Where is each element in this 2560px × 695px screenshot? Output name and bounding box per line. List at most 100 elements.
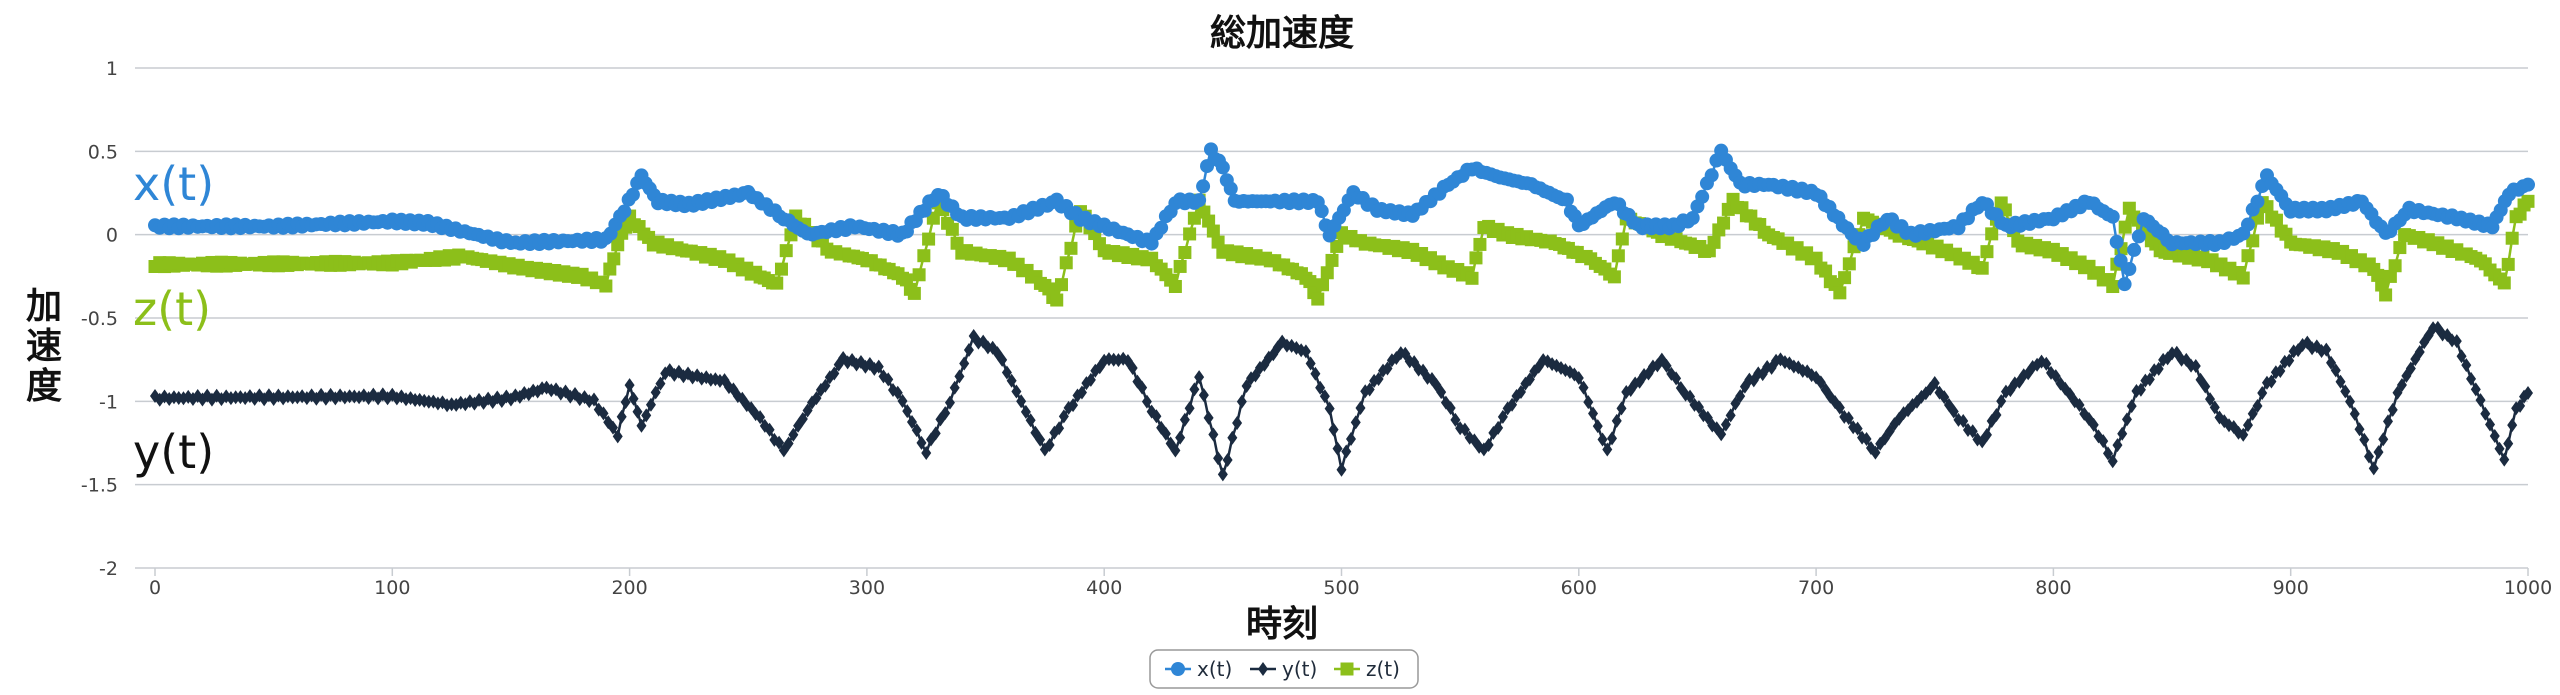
data-point — [945, 222, 959, 236]
data-point — [2135, 382, 2146, 397]
data-point — [954, 369, 965, 384]
data-point — [916, 435, 927, 450]
data-point — [1035, 432, 1046, 447]
legend[interactable]: x(t) y(t) z(t) — [1149, 649, 1419, 689]
legend-item-z(t)[interactable]: z(t) — [1334, 657, 1400, 681]
legend-item-x(t)[interactable]: x(t) — [1165, 657, 1232, 681]
data-point — [811, 391, 822, 406]
x-tick-label: 900 — [2273, 577, 2309, 599]
data-point — [1507, 397, 1518, 412]
data-point — [2105, 209, 2120, 224]
data-point — [1202, 214, 1216, 228]
data-point — [2088, 417, 2099, 432]
data-point — [2364, 449, 2375, 464]
data-point — [2106, 280, 2120, 294]
x-tick-label: 0 — [149, 577, 161, 599]
data-point — [2131, 229, 2146, 244]
data-point — [1948, 404, 1959, 419]
y-tick-label: -1.5 — [81, 475, 118, 497]
data-point — [912, 268, 926, 282]
data-point — [1685, 211, 1700, 226]
y-tick-label: -1 — [99, 391, 118, 413]
data-point — [1025, 413, 1036, 428]
y-tick-label: -0.5 — [81, 308, 118, 330]
data-point — [1068, 398, 1079, 413]
data-point — [892, 385, 903, 400]
data-point — [1222, 452, 1233, 467]
x-tick-label: 300 — [849, 577, 885, 599]
data-point — [873, 359, 884, 374]
data-point — [1336, 462, 1347, 477]
data-point — [1843, 411, 1854, 426]
data-point — [930, 426, 941, 441]
data-point — [632, 404, 643, 419]
data-point — [2109, 234, 2124, 249]
data-point — [1316, 278, 1330, 292]
data-point — [1227, 430, 1238, 445]
data-point — [2499, 452, 2510, 467]
data-point — [2475, 393, 2486, 408]
data-point — [802, 403, 813, 418]
x-tick-label: 1000 — [2504, 577, 2552, 599]
data-point — [1314, 204, 1329, 219]
data-point — [2250, 194, 2265, 209]
data-point — [2382, 414, 2393, 429]
data-point — [1315, 380, 1326, 395]
data-point — [1607, 431, 1618, 446]
data-point — [1493, 420, 1504, 435]
data-point — [2126, 399, 2137, 414]
data-point — [2515, 398, 2526, 413]
legend-marker — [1258, 662, 1268, 676]
data-point — [1465, 271, 1479, 285]
data-point — [2246, 234, 2260, 248]
data-point — [1588, 406, 1599, 421]
data-point — [1497, 409, 1508, 424]
data-point — [1592, 419, 1603, 434]
data-point — [1324, 401, 1335, 416]
data-point — [1607, 270, 1621, 284]
data-point — [2050, 369, 2061, 384]
y-axis-label-char-1: 加 — [26, 286, 62, 327]
chart-title: 総加速度 — [1210, 13, 1354, 54]
data-point — [1305, 356, 1316, 371]
data-point — [921, 446, 932, 461]
data-point — [2118, 220, 2132, 234]
data-point — [1198, 388, 1209, 403]
data-point — [655, 376, 666, 391]
data-point — [1870, 445, 1881, 460]
data-point — [907, 286, 921, 300]
data-point — [1602, 442, 1613, 457]
data-point — [2378, 432, 2389, 447]
data-point — [1996, 394, 2007, 409]
legend-marker — [1340, 662, 1354, 676]
data-point — [1319, 389, 1330, 404]
data-point — [2414, 345, 2425, 360]
data-point — [2122, 262, 2137, 277]
data-point — [1303, 275, 1317, 289]
data-point — [1725, 408, 1736, 423]
data-point — [616, 409, 627, 424]
data-point — [1215, 160, 1230, 175]
data-point — [2284, 353, 2295, 368]
data-point — [2501, 257, 2515, 271]
data-point — [2340, 384, 2351, 399]
data-point — [1980, 245, 1994, 259]
data-point — [1364, 382, 1375, 397]
legend-label: y(t) — [1282, 657, 1317, 681]
data-point — [625, 187, 640, 202]
data-point — [2107, 454, 2118, 469]
data-point — [1192, 193, 1207, 208]
data-point — [1833, 286, 1847, 300]
legend-item-y(t)[interactable]: y(t) — [1250, 657, 1317, 681]
data-point — [2379, 288, 2393, 302]
data-point — [917, 249, 931, 263]
data-point — [2405, 361, 2416, 376]
data-point — [2387, 402, 2398, 417]
x-tick-label: 200 — [611, 577, 647, 599]
data-point — [1707, 235, 1721, 249]
data-point — [2388, 259, 2402, 273]
data-point — [1735, 389, 1746, 404]
data-point — [2241, 249, 2255, 263]
data-point — [1300, 344, 1311, 359]
